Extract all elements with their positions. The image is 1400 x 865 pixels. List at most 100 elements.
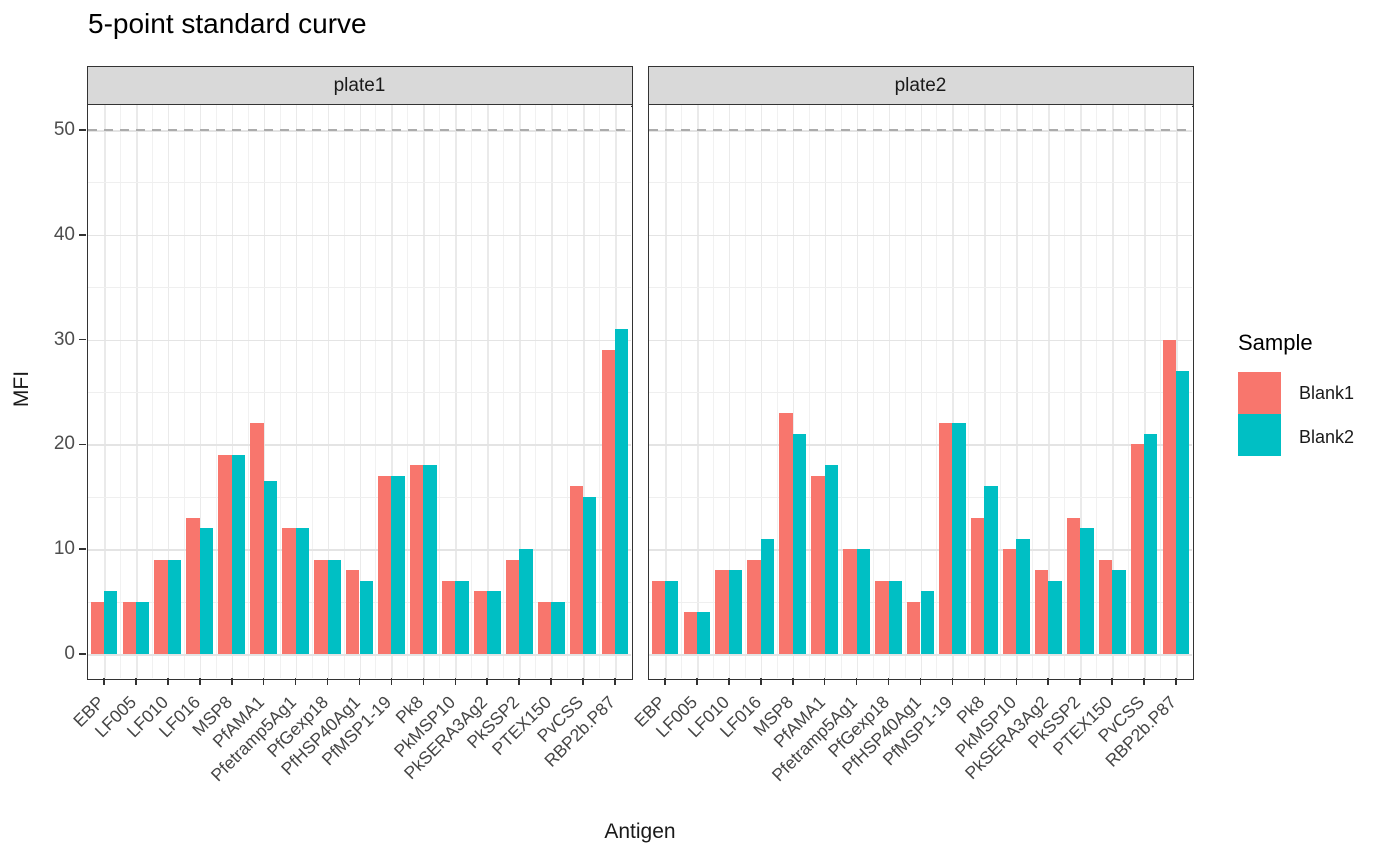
bar-blank2-MSP8 — [231, 454, 246, 654]
vertical-gridline — [1112, 105, 1114, 678]
reference-line-50 — [88, 129, 631, 132]
legend-key-blank1 — [1238, 372, 1281, 414]
minor-gridline — [649, 392, 1192, 393]
bar-blank1-PfMSP1-19 — [939, 423, 953, 654]
y-tick-label: 50 — [53, 119, 75, 140]
facet-strip-plate2: plate2 — [647, 65, 1194, 107]
bar-blank1-Pfetramp5Ag1 — [282, 528, 296, 654]
vertical-gridline — [920, 105, 923, 678]
bar-blank1-PkMSP10 — [1002, 549, 1017, 654]
x-tick-mark — [759, 678, 762, 685]
vertical-gridline — [728, 105, 731, 678]
vertical-gridline — [247, 105, 249, 678]
minor-gridline — [88, 496, 631, 498]
minor-gridline — [88, 392, 631, 393]
x-tick-mark — [855, 678, 858, 685]
vertical-gridline — [712, 105, 714, 678]
facet-panel-plate2 — [647, 103, 1194, 680]
y-tick-label: 20 — [53, 433, 75, 455]
vertical-gridline — [231, 105, 234, 678]
bar-blank2-PkSERA3Ag2 — [1048, 580, 1062, 654]
major-gridline — [88, 549, 631, 551]
bar-blank1-MSP8 — [218, 454, 232, 654]
y-tick-mark — [79, 653, 86, 655]
vertical-gridline — [872, 105, 874, 678]
x-axis-title: Antigen — [604, 820, 676, 843]
bar-blank2-LF005 — [135, 601, 150, 654]
x-tick-mark — [919, 678, 922, 685]
bar-blank2-LF005 — [696, 612, 711, 654]
vertical-gridline — [375, 105, 377, 678]
y-tick-mark — [79, 129, 86, 131]
bar-blank1-Pfetramp5Ag1 — [843, 549, 857, 654]
vertical-gridline — [1048, 105, 1050, 678]
minor-gridline — [88, 287, 631, 289]
y-tick-mark — [79, 443, 86, 446]
bar-blank1-LF005 — [122, 601, 136, 654]
bar-blank1-Pk8 — [409, 465, 424, 654]
vertical-gridline — [808, 105, 810, 678]
bar-blank1-RBP2b.P87 — [601, 350, 616, 654]
vertical-gridline — [567, 105, 569, 678]
bar-blank2-PfGexp18 — [888, 580, 902, 654]
vertical-gridline — [295, 105, 298, 678]
major-gridline — [88, 234, 631, 237]
minor-gridline — [649, 496, 1192, 498]
major-gridline — [88, 654, 631, 656]
x-tick-mark — [518, 678, 520, 685]
x-tick-mark — [486, 678, 489, 685]
bar-blank1-PvCSS — [1130, 444, 1145, 654]
major-gridline — [88, 339, 631, 342]
bar-blank2-Pfetramp5Ag1 — [856, 549, 870, 654]
minor-gridline — [649, 182, 1192, 184]
bar-blank1-PfGexp18 — [314, 559, 328, 654]
bar-blank1-PfHSP40Ag1 — [907, 601, 921, 654]
x-tick-mark — [198, 678, 201, 685]
bar-blank1-PkSERA3Ag2 — [473, 591, 488, 654]
vertical-gridline — [840, 105, 842, 678]
bar-blank2-RBP2b.P87 — [1176, 371, 1190, 654]
vertical-gridline — [215, 105, 217, 678]
vertical-gridline — [984, 105, 986, 678]
major-gridline — [649, 444, 1192, 446]
legend-label-blank1: Blank1 — [1299, 383, 1355, 403]
bar-blank1-PfAMA1 — [811, 475, 825, 654]
x-tick-mark — [582, 678, 584, 685]
bar-blank2-PkMSP10 — [1016, 538, 1030, 654]
bar-blank1-PkSSP2 — [505, 559, 520, 654]
x-tick-mark — [1047, 678, 1050, 685]
major-gridline — [649, 549, 1192, 551]
bar-blank1-PfHSP40Ag1 — [346, 570, 360, 654]
x-tick-mark — [696, 678, 698, 685]
bar-blank2-LF016 — [760, 538, 775, 654]
vertical-gridline — [535, 105, 537, 678]
x-tick-mark — [1111, 678, 1113, 685]
bar-blank2-PkSSP2 — [1080, 528, 1094, 654]
vertical-gridline — [952, 105, 955, 678]
vertical-gridline — [664, 105, 667, 678]
facet-strip-plate1: plate1 — [86, 65, 633, 107]
x-tick-mark — [951, 678, 954, 685]
bar-blank1-RBP2b.P87 — [1162, 339, 1177, 654]
y-tick-mark — [79, 548, 86, 550]
x-tick-mark — [103, 678, 105, 685]
bar-blank1-LF005 — [683, 612, 697, 654]
vertical-gridline — [551, 105, 553, 678]
bar-blank2-PTEX150 — [551, 601, 565, 654]
major-gridline — [649, 234, 1192, 237]
vertical-gridline — [519, 105, 521, 678]
vertical-gridline — [407, 105, 409, 678]
vertical-gridline — [279, 105, 281, 678]
x-tick-mark — [614, 678, 616, 685]
x-tick-mark — [664, 678, 666, 685]
vertical-gridline — [1064, 105, 1066, 678]
bar-blank2-PfMSP1-19 — [952, 423, 966, 654]
vertical-gridline — [1160, 105, 1162, 678]
bar-blank2-Pfetramp5Ag1 — [295, 528, 309, 654]
vertical-gridline — [439, 105, 441, 678]
bar-blank1-EBP — [90, 601, 104, 654]
minor-gridline — [649, 287, 1192, 289]
bar-blank2-PTEX150 — [1112, 570, 1126, 654]
bar-blank1-LF016 — [186, 517, 200, 654]
